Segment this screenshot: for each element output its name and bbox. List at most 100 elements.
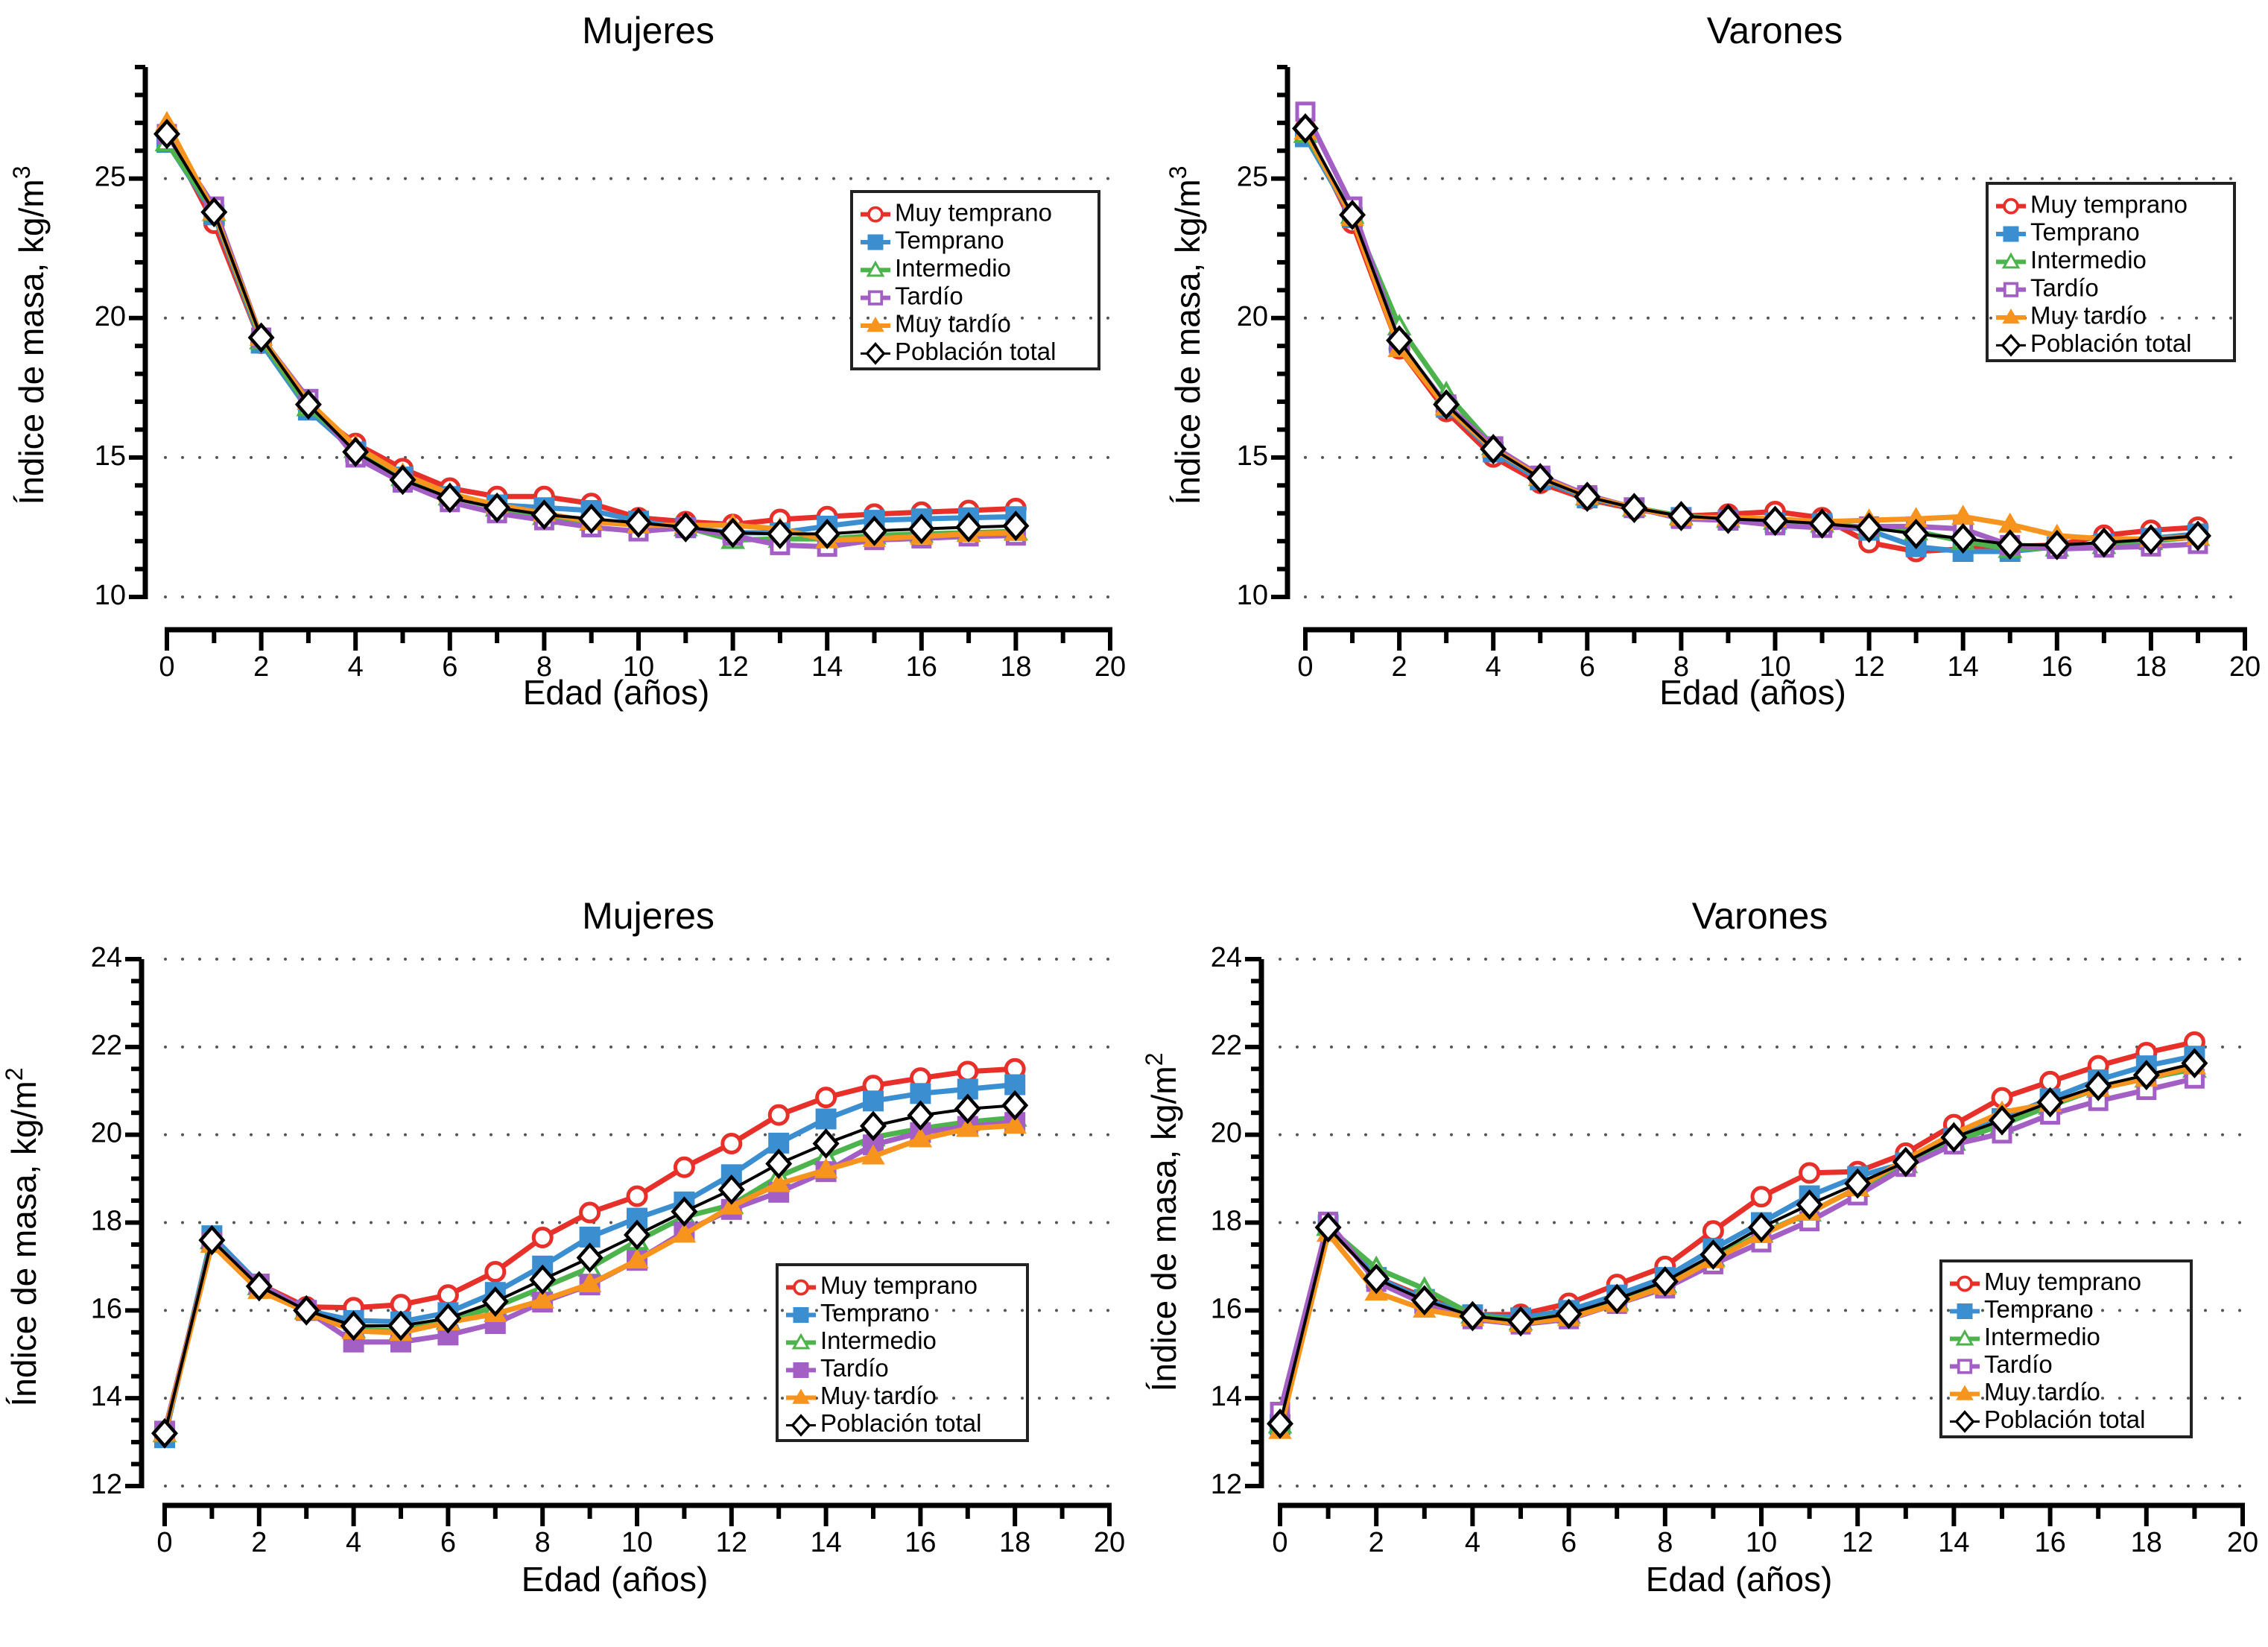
legend-label: Tardío bbox=[820, 1354, 889, 1382]
legend-label: Tardío bbox=[895, 282, 963, 309]
legend: Muy tempranoTempranoIntermedioTardíoMuy … bbox=[1986, 182, 2236, 362]
x-tick-label: 20 bbox=[1094, 1527, 1125, 1558]
data-point-muy-temprano bbox=[957, 1060, 979, 1083]
data-point-poblacion-total bbox=[2036, 1087, 2064, 1118]
x-tick-label: 18 bbox=[1000, 651, 1031, 683]
legend-box bbox=[1939, 1259, 2193, 1438]
y-tick-label: 15 bbox=[95, 440, 126, 472]
y-tick-label: 22 bbox=[91, 1030, 122, 1061]
legend: Muy tempranoTempranoIntermedioTardíoMuy … bbox=[776, 1263, 1029, 1442]
data-point-poblacion-total bbox=[1949, 523, 1977, 554]
data-point-poblacion-total bbox=[1714, 503, 1742, 534]
legend-label: Tardío bbox=[2030, 274, 2099, 301]
x-tick-label: 0 bbox=[156, 1527, 172, 1558]
x-tick-label: 20 bbox=[2229, 651, 2261, 683]
data-point-poblacion-total bbox=[389, 464, 416, 496]
y-tick-label: 24 bbox=[91, 942, 122, 973]
y-axis-label-text: Índice de masa, kg/m bbox=[4, 1081, 43, 1406]
x-tick-label: 16 bbox=[905, 1527, 936, 1558]
x-tick-label: 8 bbox=[1673, 651, 1689, 683]
legend-marker-muy-tardio bbox=[867, 317, 884, 332]
chart-title: Mujeres bbox=[582, 10, 715, 51]
series-poblacion-total bbox=[1291, 113, 2211, 560]
data-point-poblacion-total bbox=[576, 1242, 604, 1274]
legend-marker-temprano bbox=[793, 1307, 809, 1323]
data-point-poblacion-total bbox=[1621, 493, 1648, 524]
legend-box bbox=[850, 190, 1100, 370]
data-point-poblacion-total bbox=[1480, 434, 1507, 465]
series-poblacion-total bbox=[153, 118, 1030, 549]
data-point-poblacion-total bbox=[1339, 199, 1366, 230]
series-group bbox=[1266, 1031, 2208, 1439]
y-axis: 12 14 16 18 20 22 24 bbox=[91, 942, 145, 1500]
data-point-muy-temprano bbox=[720, 1132, 743, 1154]
x-tick-label: 18 bbox=[2131, 1527, 2162, 1558]
x-tick-label: 0 bbox=[1297, 651, 1313, 683]
data-point-poblacion-total bbox=[2043, 529, 2071, 560]
data-point-muy-tardio bbox=[814, 1157, 838, 1178]
legend-label: Intermedio bbox=[2030, 246, 2147, 274]
data-point-poblacion-total bbox=[1266, 1408, 1294, 1439]
data-point-poblacion-total bbox=[1761, 505, 1789, 537]
y-axis-label: Índice de masa, kg/m3 bbox=[1165, 166, 1207, 505]
legend-item-intermedio: Intermedio bbox=[1996, 246, 2147, 274]
y-tick-label: 20 bbox=[95, 301, 126, 332]
x-axis: 0 2 4 6 8 10 12 14 16 18 20 bbox=[156, 1502, 1125, 1558]
x-tick-label: 8 bbox=[1657, 1527, 1673, 1558]
y-axis-label: Índice de masa, kg/m3 bbox=[8, 166, 51, 505]
legend-item-poblacion-total: Población total bbox=[1996, 329, 2191, 357]
y-tick-label: 12 bbox=[91, 1469, 122, 1500]
legend-marker-intermedio bbox=[2001, 252, 2021, 269]
data-point-poblacion-total bbox=[954, 1093, 981, 1125]
y-axis: 10 15 20 25 bbox=[95, 65, 148, 611]
data-point-poblacion-total bbox=[1700, 1239, 1727, 1270]
data-point-poblacion-total bbox=[1291, 113, 1320, 144]
legend-item-poblacion-total: Población total bbox=[786, 1409, 981, 1437]
legend-item-muy-tardio: Muy tardío bbox=[861, 310, 1011, 338]
x-tick-label: 4 bbox=[1465, 1527, 1480, 1558]
data-point-poblacion-total bbox=[907, 1100, 934, 1131]
x-axis: 0 2 4 6 8 10 12 14 16 18 20 bbox=[159, 627, 1126, 683]
legend-label: Intermedio bbox=[820, 1327, 937, 1354]
legend-label: Temprano bbox=[1984, 1295, 2094, 1323]
x-tick-label: 2 bbox=[1392, 651, 1407, 683]
x-axis: 0 2 4 6 8 10 12 14 16 18 20 bbox=[1272, 1502, 2258, 1558]
data-point-poblacion-total bbox=[342, 437, 370, 467]
data-point-poblacion-total bbox=[1507, 1306, 1535, 1337]
data-point-muy-temprano bbox=[767, 1104, 790, 1126]
data-point-temprano bbox=[910, 1083, 931, 1104]
legend-label: Población total bbox=[895, 338, 1056, 365]
legend-marker-muy-temprano bbox=[867, 206, 884, 223]
chart-title: Varones bbox=[1692, 895, 1828, 937]
x-axis-label: Edad (años) bbox=[1646, 1560, 1833, 1599]
legend-item-temprano: Temprano bbox=[1996, 218, 2140, 246]
legend-item-poblacion-total: Población total bbox=[861, 338, 1056, 365]
x-tick-label: 14 bbox=[811, 651, 843, 683]
y-tick-label: 10 bbox=[95, 580, 126, 611]
x-tick-label: 16 bbox=[2034, 1527, 2065, 1558]
data-point-poblacion-total bbox=[1433, 389, 1460, 420]
x-tick-label: 4 bbox=[348, 651, 364, 683]
legend-label: Población total bbox=[1984, 1406, 2145, 1433]
data-point-poblacion-total bbox=[812, 1128, 840, 1159]
x-tick-label: 14 bbox=[1938, 1527, 1969, 1558]
data-point-poblacion-total bbox=[577, 503, 605, 534]
series-group bbox=[1291, 101, 2211, 563]
data-point-muy-temprano bbox=[1702, 1220, 1724, 1242]
x-tick-label: 12 bbox=[1842, 1527, 1873, 1558]
data-point-poblacion-total bbox=[1651, 1266, 1679, 1297]
data-point-muy-tardio bbox=[530, 1288, 554, 1309]
data-point-poblacion-total bbox=[245, 1271, 273, 1302]
legend-marker-tardio bbox=[867, 290, 884, 306]
legend-label: Muy temprano bbox=[2030, 190, 2188, 218]
x-tick-label: 14 bbox=[1948, 651, 1979, 683]
legend-marker-poblacion-total bbox=[791, 1414, 811, 1437]
data-point-muy-temprano bbox=[1750, 1186, 1773, 1208]
x-tick-label: 18 bbox=[999, 1527, 1030, 1558]
x-tick-label: 16 bbox=[2041, 651, 2073, 683]
y-tick-label: 10 bbox=[1237, 580, 1268, 611]
chart-mujeres-kg-m3: Mujeres 10 15 20 25 Índice de masa, kg/m3 0 2 4 6… bbox=[8, 10, 1126, 712]
legend-item-muy-temprano: Muy temprano bbox=[1950, 1268, 2141, 1295]
legend-marker-poblacion-total bbox=[865, 342, 886, 365]
data-point-poblacion-total bbox=[1410, 1285, 1438, 1316]
